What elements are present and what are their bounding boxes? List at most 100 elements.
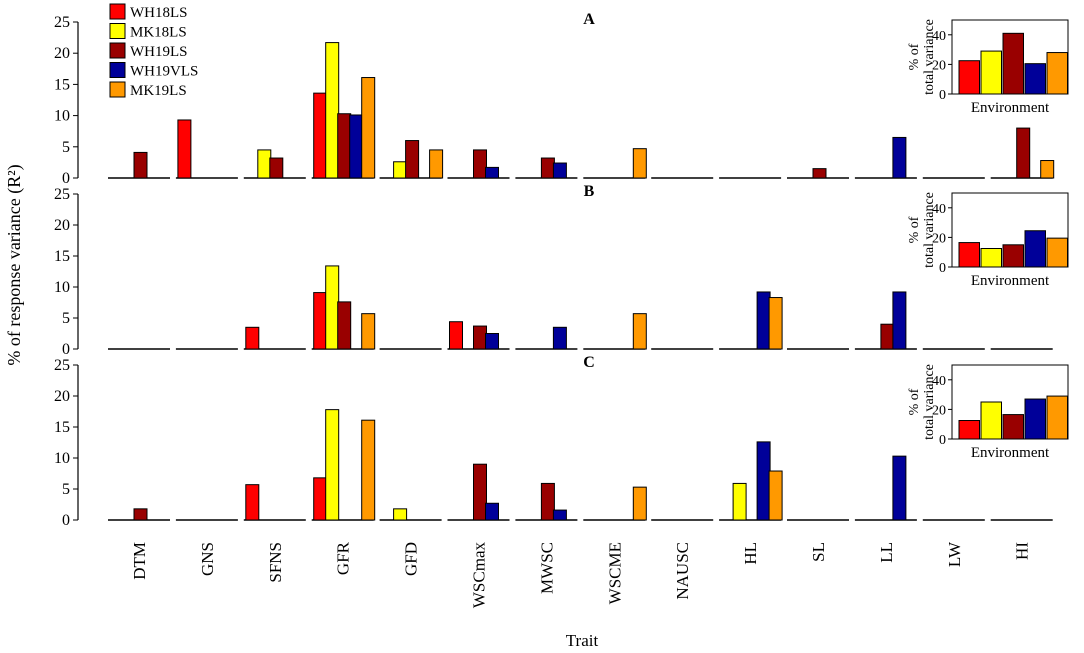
inset-A-bar-MK19LS [1046, 52, 1068, 95]
inset-A-y-tick-label: 40 [932, 29, 946, 44]
inset-B-y-tick-label: 40 [932, 202, 946, 217]
inset-A-y-tick-label: 20 [932, 58, 946, 73]
panel-C-y-tick-label: 10 [54, 450, 70, 467]
panel-A-y-tick-label: 0 [62, 170, 70, 187]
inset-A-bar-WH19VLS [1024, 63, 1046, 95]
bar-A-WSCME-MK19LS [632, 148, 647, 179]
x-tick-label-GFR: GFR [334, 541, 353, 575]
x-tick-label-SFNS: SFNS [266, 542, 285, 583]
bar-A-MWSC-WH19LS [540, 157, 555, 179]
inset-B-y-tick-label: 0 [939, 261, 946, 276]
panel-C-y-tick-label: 0 [62, 512, 70, 529]
inset-A-bar-MK18LS [980, 50, 1002, 95]
legend-swatch-WH18LS [109, 3, 126, 20]
legend-label-MK18LS: MK18LS [130, 25, 187, 41]
legend-swatch-MK18LS [109, 23, 126, 39]
bar-A-GFR-MK18LS [325, 42, 340, 179]
bar-A-GFD-MK18LS [393, 161, 408, 179]
x-tick-label-SL: SL [809, 542, 828, 562]
inset-C-xlabel: Environment [971, 445, 1050, 461]
bar-A-LL-WH19VLS [892, 136, 907, 179]
panel-A-y-tick-label: 5 [62, 139, 70, 156]
bar-B-GFR-MK18LS [325, 265, 340, 350]
bar-C-HL-MK18LS [732, 482, 747, 521]
bar-C-GFR-MK19LS [361, 419, 376, 521]
inset-A-xlabel: Environment [971, 100, 1050, 116]
inset-B-bar-MK19LS [1046, 237, 1068, 268]
inset-B-ylabel-line2: total variance [922, 192, 937, 268]
inset-C-y-tick-label: 0 [939, 433, 946, 448]
x-tick-label-WSCmax: WSCmax [470, 542, 489, 609]
x-tick-label-NAUSC: NAUSC [673, 542, 692, 600]
x-tick-label-DTM: DTM [130, 542, 149, 580]
bar-A-GFD-WH19LS [405, 140, 420, 179]
bar-A-GFR-WH19VLS [349, 114, 364, 179]
legend-swatch-MK19LS [109, 81, 126, 98]
bar-A-GFD-MK19LS [429, 149, 444, 179]
panel-A-label: A [583, 11, 595, 28]
bar-A-GNS-WH18LS [177, 119, 192, 179]
bar-A-SFNS-MK18LS [257, 149, 272, 179]
x-tick-label-LL: LL [877, 542, 896, 563]
bar-A-GFR-WH18LS [313, 92, 328, 179]
bar-B-LL-WH19VLS [892, 291, 907, 350]
legend-label-WH19LS: WH19LS [130, 44, 188, 60]
inset-B-y-tick-label: 20 [932, 231, 946, 246]
bar-B-HL-MK19LS [768, 297, 783, 350]
inset-C-bar-MK19LS [1046, 395, 1068, 440]
inset-A-y-tick-label: 0 [939, 88, 946, 103]
x-tick-label-WSCME: WSCME [605, 542, 624, 604]
bar-A-SL-WH19LS [812, 168, 827, 179]
x-axis-title: Trait [566, 631, 599, 650]
inset-C-y-tick-label: 40 [932, 374, 946, 389]
inset-A-bar-WH19LS [1002, 32, 1024, 95]
bar-B-LL-WH19LS [880, 323, 895, 350]
bar-C-DTM-WH19LS [133, 508, 148, 521]
bar-C-GFR-WH18LS [313, 477, 328, 521]
bar-C-SFNS-WH18LS [245, 484, 260, 521]
panel-C-y-tick-label: 5 [62, 481, 70, 498]
legend-label-WH18LS: WH18LS [130, 5, 188, 21]
x-tick-label-GFD: GFD [402, 542, 421, 576]
panel-A-y-tick-label: 25 [54, 14, 70, 31]
inset-C-bar-WH18LS [958, 420, 980, 440]
bar-C-WSCmax-WH19LS [473, 463, 487, 521]
bar-C-MWSC-WH19VLS [552, 509, 567, 521]
panel-B-y-tick-label: 5 [62, 310, 70, 327]
bar-B-SFNS-WH18LS [245, 326, 260, 350]
x-tick-label-GNS: GNS [198, 542, 217, 576]
bar-B-GFR-WH18LS [313, 292, 328, 350]
inset-C-ylabel-line1: % of [907, 388, 922, 415]
bar-A-WSCmax-WH19VLS [485, 166, 499, 179]
bar-C-GFD-MK18LS [393, 508, 408, 521]
x-tick-label-HL: HL [741, 542, 760, 565]
bar-A-GFR-WH19LS [337, 113, 352, 179]
inset-C-bar-MK18LS [980, 401, 1002, 440]
bar-B-WSCmax-WH19LS [473, 325, 487, 350]
bar-B-GFR-MK19LS [361, 313, 376, 350]
bar-A-MWSC-WH19VLS [552, 162, 567, 179]
x-tick-label-LW: LW [945, 541, 964, 567]
inset-B-bar-WH18LS [958, 242, 980, 268]
bar-A-WSCmax-WH19LS [473, 149, 487, 179]
bar-C-HL-MK19LS [768, 470, 783, 521]
inset-B-bar-WH19LS [1002, 244, 1024, 268]
panel-B-y-tick-label: 20 [54, 217, 70, 234]
bar-C-MWSC-WH19LS [540, 482, 555, 521]
panel-B-y-tick-label: 10 [54, 279, 70, 296]
x-tick-label-HI: HI [1013, 542, 1032, 560]
bar-B-WSCmax-WH18LS [449, 321, 463, 350]
bar-B-HL-WH19VLS [756, 291, 771, 350]
bar-C-GFR-MK18LS [325, 409, 340, 521]
inset-A-ylabel-line1: % of [907, 43, 922, 70]
bar-C-WSCME-MK19LS [632, 486, 647, 521]
bar-C-WSCmax-WH19VLS [485, 502, 499, 521]
panel-B-label: B [584, 183, 595, 200]
panel-A-y-tick-label: 20 [54, 45, 70, 62]
panel-C-label: C [583, 354, 595, 371]
panel-B-y-tick-label: 0 [62, 341, 70, 358]
panel-C-y-tick-label: 15 [54, 419, 70, 436]
bar-B-WSCME-MK19LS [632, 313, 647, 350]
